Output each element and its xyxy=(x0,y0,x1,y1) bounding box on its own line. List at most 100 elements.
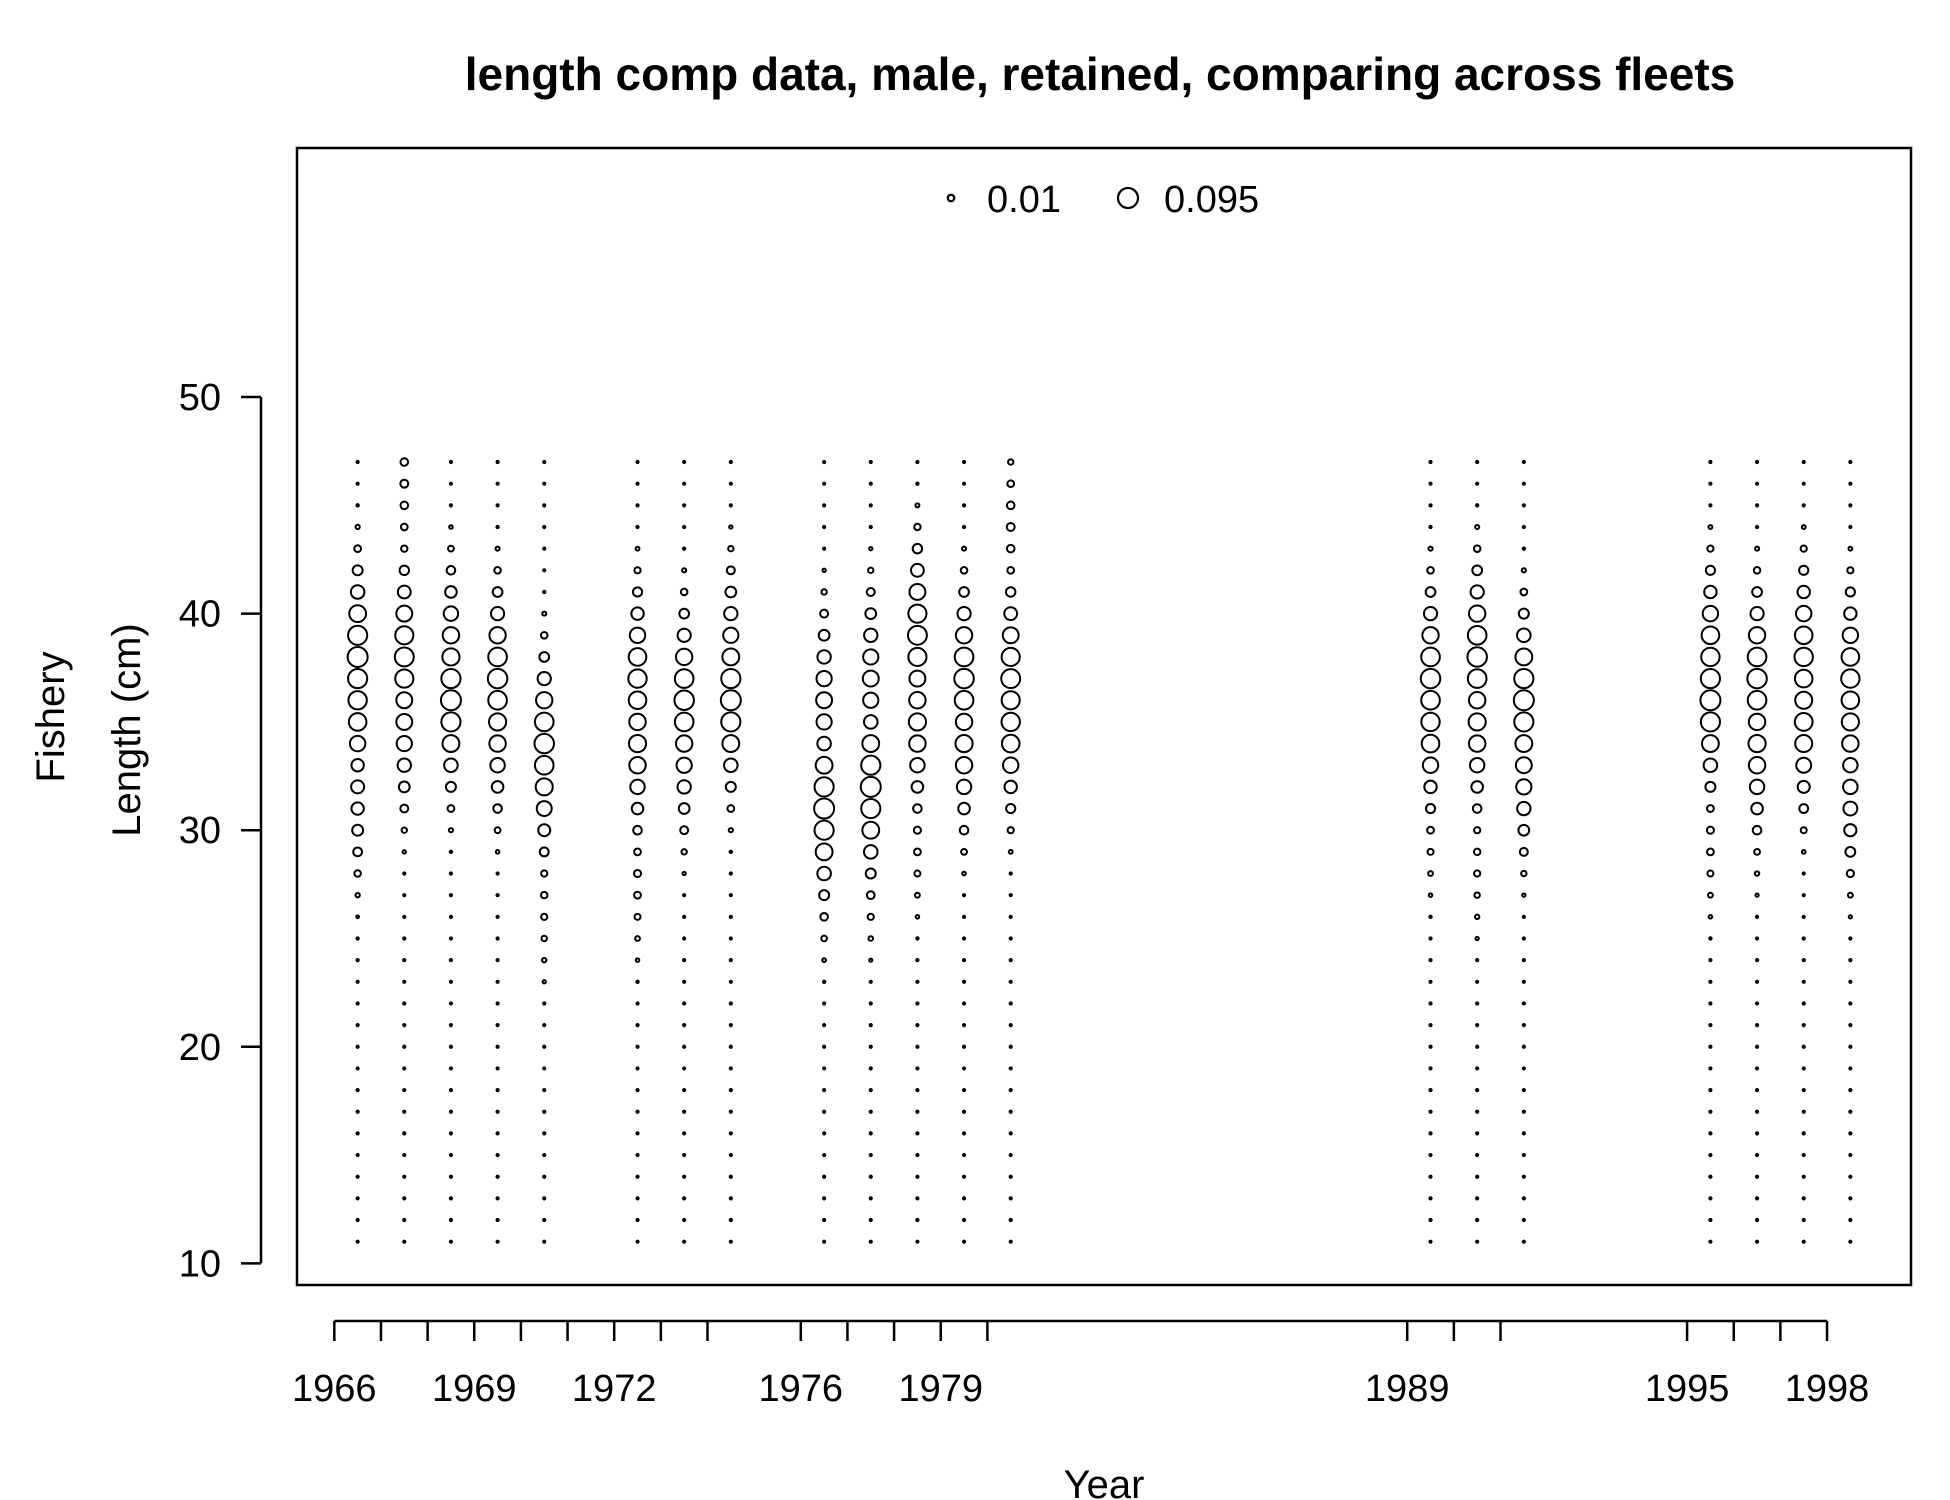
bubble xyxy=(1000,690,1021,711)
bubble xyxy=(907,603,928,624)
bubble xyxy=(542,1152,547,1158)
bubble xyxy=(541,979,547,985)
bubble xyxy=(1467,691,1487,710)
bubble xyxy=(1473,869,1482,878)
bubble xyxy=(1848,1217,1853,1223)
y-axis-label-line-1: Fishery xyxy=(29,651,73,782)
x-tick-label: 1972 xyxy=(572,1368,657,1410)
bubble xyxy=(1754,1131,1760,1136)
year-column xyxy=(953,459,975,1244)
bubble xyxy=(635,1131,640,1136)
x-tick-label: 1976 xyxy=(759,1368,844,1410)
bubble xyxy=(495,871,500,876)
bubble xyxy=(1472,544,1482,553)
bubble xyxy=(1708,1087,1713,1093)
bubble xyxy=(915,1131,920,1136)
bubble xyxy=(1748,778,1766,796)
bubble xyxy=(1840,690,1861,711)
bubble xyxy=(440,711,462,733)
bubble xyxy=(816,735,832,752)
bubble xyxy=(448,1109,454,1114)
bubble xyxy=(1421,626,1440,645)
bubble xyxy=(448,979,454,984)
bubble xyxy=(355,1217,360,1223)
bubble xyxy=(1708,1131,1713,1136)
bubble xyxy=(1422,606,1439,622)
chart-title: length comp data, male, retained, compar… xyxy=(465,48,1735,100)
bubble xyxy=(960,847,968,856)
bubble xyxy=(1475,1174,1480,1179)
bubble xyxy=(1708,1044,1713,1049)
bubble xyxy=(961,936,967,941)
bubble xyxy=(915,958,920,963)
bubble xyxy=(1848,1109,1853,1114)
bubble xyxy=(680,848,688,856)
bubble xyxy=(1517,607,1530,620)
bubble xyxy=(728,459,733,465)
bubble xyxy=(1708,1196,1713,1201)
bubble xyxy=(954,712,974,732)
bubble xyxy=(542,1239,547,1244)
bubble xyxy=(1704,564,1716,576)
bubble xyxy=(1428,979,1433,984)
bubble xyxy=(398,564,411,577)
bubble xyxy=(1801,459,1806,465)
bubble xyxy=(813,819,835,841)
bubble xyxy=(821,567,827,573)
bubble xyxy=(533,711,555,733)
bubble xyxy=(542,1044,547,1049)
bubble xyxy=(725,565,736,576)
bubble xyxy=(681,870,687,877)
bubble xyxy=(813,797,836,820)
bubble xyxy=(495,1196,500,1201)
bubble xyxy=(542,1131,547,1136)
bubble xyxy=(536,671,552,687)
bubble xyxy=(542,481,547,486)
bubble xyxy=(1428,1131,1433,1136)
bubble xyxy=(676,627,692,643)
bubble xyxy=(632,824,643,836)
bubble xyxy=(820,588,828,596)
bubble xyxy=(401,849,407,855)
bubble xyxy=(1000,733,1021,754)
bubble xyxy=(1752,566,1762,575)
bubble xyxy=(540,912,549,921)
bubble xyxy=(822,1066,827,1071)
bubble xyxy=(448,871,454,876)
bubble xyxy=(354,523,361,531)
bubble xyxy=(1708,459,1713,465)
bubble xyxy=(728,1001,733,1006)
bubble xyxy=(822,1239,827,1244)
bubble xyxy=(1475,503,1480,508)
x-tick-label: 1995 xyxy=(1645,1368,1730,1410)
bubble xyxy=(1754,958,1760,963)
bubble xyxy=(682,1131,687,1136)
bubble xyxy=(814,842,834,862)
bubble xyxy=(1754,1023,1760,1028)
bubble xyxy=(633,912,642,921)
bubble xyxy=(1521,1066,1526,1071)
bubble xyxy=(1428,459,1433,465)
bubble xyxy=(868,1196,873,1201)
bubble xyxy=(355,1174,360,1179)
bubble xyxy=(959,566,969,575)
bubble xyxy=(1427,870,1434,877)
bubble xyxy=(815,669,833,688)
bubble xyxy=(868,545,874,552)
legend-label: 0.095 xyxy=(1164,179,1259,221)
bubble xyxy=(494,545,501,552)
bubble xyxy=(542,1109,547,1114)
bubble xyxy=(348,734,367,753)
bubble xyxy=(728,1174,733,1179)
x-tick-label: 1989 xyxy=(1365,1368,1450,1410)
bubble xyxy=(488,712,508,732)
bubble xyxy=(1475,1087,1480,1093)
bubble xyxy=(1475,1023,1480,1028)
bubble xyxy=(635,1109,640,1114)
bubble xyxy=(1754,1196,1760,1201)
bubble xyxy=(728,849,734,855)
bubble xyxy=(1754,1044,1760,1049)
bubble xyxy=(533,754,555,776)
bubble xyxy=(1800,524,1807,530)
